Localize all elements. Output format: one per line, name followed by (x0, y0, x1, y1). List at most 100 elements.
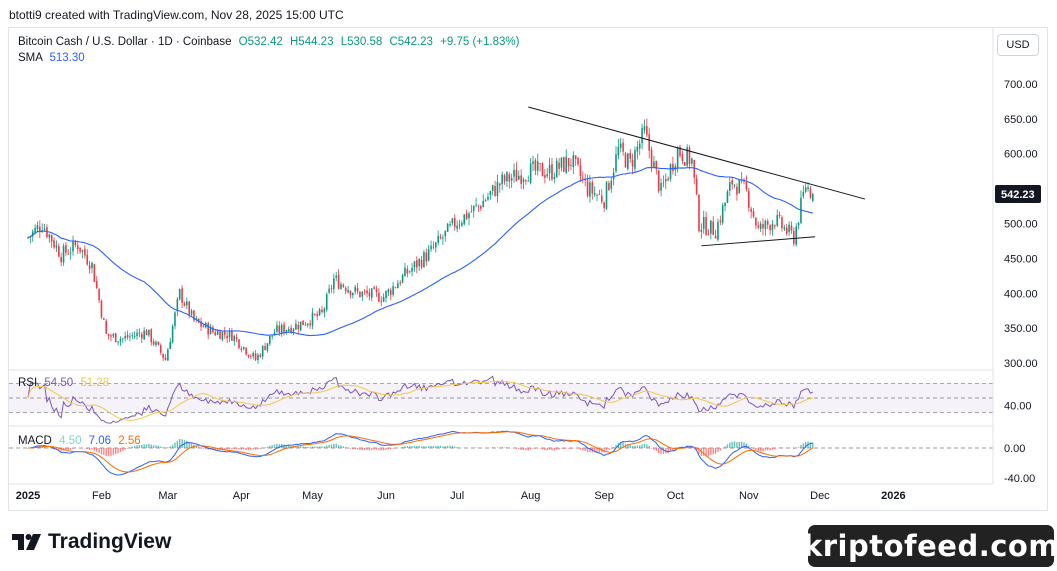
macd-histogram-bar (560, 448, 563, 449)
macd-label: MACD (18, 435, 52, 447)
candle-body (586, 180, 589, 196)
rsi-line (27, 375, 814, 424)
macd-histogram-bar (160, 446, 162, 448)
sma-legend[interactable]: SMA 513.30 (18, 52, 85, 64)
macd-histogram-bar (541, 448, 544, 450)
candle-body (228, 330, 231, 338)
candle-body (31, 231, 34, 237)
candle-body (235, 336, 238, 339)
macd-histogram-bar (506, 447, 508, 448)
candle-body (517, 175, 520, 180)
candle-body (342, 284, 345, 287)
candle-body (413, 261, 416, 268)
macd-histogram-bar (238, 448, 240, 450)
macd-legend[interactable]: MACD 4.50 7.06 2.56 (18, 435, 141, 447)
candle-body (783, 227, 786, 230)
macd-histogram-bar (69, 448, 72, 450)
macd-histogram-bar (596, 448, 598, 453)
candle-body (169, 341, 172, 350)
macd-histogram-bar (406, 446, 409, 448)
candle-body (714, 235, 717, 239)
macd-histogram-bar (245, 448, 247, 450)
macd-signal-value: 2.56 (118, 435, 141, 447)
macd-histogram-bar (176, 440, 179, 448)
macd-histogram-bar (582, 448, 584, 451)
candle-body (757, 225, 760, 228)
time-tick-label: Nov (739, 490, 759, 502)
candle-body (785, 227, 788, 234)
candle-body (499, 183, 501, 186)
candle-body (347, 289, 349, 293)
macd-histogram-bar (551, 448, 553, 451)
candle-body (138, 332, 141, 334)
macd-histogram-bar (93, 448, 96, 451)
candle-body (598, 194, 601, 195)
macd-histogram-bar (584, 448, 586, 452)
macd-histogram-bar (126, 448, 129, 449)
macd-histogram-bar (534, 448, 537, 449)
candle-body (60, 257, 62, 263)
candle-body (539, 163, 541, 165)
candle-body (548, 164, 551, 174)
descending-trendline (528, 106, 866, 200)
candle-body (702, 217, 705, 230)
macd-histogram-bar (605, 448, 608, 451)
macd-histogram-bar (496, 447, 499, 448)
candle-body (439, 236, 442, 239)
candle-body (593, 193, 596, 195)
candle-body (178, 289, 181, 300)
rsi-legend[interactable]: RSI 54.50 51.28 (18, 377, 109, 389)
candle-body (266, 343, 269, 351)
candle-body (693, 160, 696, 178)
time-tick-label: Oct (667, 490, 684, 502)
candle-body (252, 352, 255, 357)
candle-body (122, 338, 124, 340)
macd-histogram-bar (759, 448, 762, 452)
macd-histogram-bar (444, 446, 446, 448)
macd-histogram-bar (662, 448, 665, 454)
currency-button[interactable]: USD (997, 34, 1039, 56)
candle-body (484, 200, 487, 202)
macd-histogram-bar (337, 444, 340, 448)
price-tick-label: 300.00 (1004, 358, 1038, 370)
macd-histogram-bar (451, 445, 454, 448)
candle-body (641, 127, 643, 144)
candle-body (200, 321, 202, 327)
candle-body (278, 325, 281, 333)
macd-histogram-bar (359, 448, 361, 451)
candle-body (375, 289, 378, 292)
macd-histogram-bar (344, 447, 347, 448)
macd-histogram-bar (439, 445, 442, 448)
candle-body (259, 354, 262, 357)
macd-histogram-bar (423, 446, 425, 448)
time-tick-label: Aug (521, 490, 541, 502)
macd-histogram-bar (98, 448, 100, 453)
macd-histogram-bar (655, 448, 658, 451)
candle-body (283, 324, 285, 333)
sma-label: SMA (18, 52, 43, 64)
macd-histogram-bar (800, 444, 802, 448)
candle-body (536, 161, 539, 171)
macd-histogram-bar (710, 448, 712, 455)
macd-histogram-bar (714, 448, 717, 454)
candle-body (660, 182, 662, 191)
candle-body (287, 328, 290, 332)
candle-body (627, 153, 629, 169)
macd-histogram-bar (717, 448, 719, 453)
candle-body (762, 224, 764, 229)
symbol-name[interactable]: Bitcoin Cash / U.S. Dollar · 1D · Coinba… (18, 36, 232, 48)
candle-body (392, 286, 394, 295)
macd-histogram-bar (349, 448, 352, 449)
candle-body (804, 187, 807, 192)
candle-body (629, 152, 632, 159)
chart-frame[interactable] (8, 27, 1048, 511)
candle-body (631, 160, 634, 167)
macd-histogram-bar (269, 445, 271, 448)
macd-histogram-bar (404, 446, 406, 448)
tradingview-logo[interactable]: TradingView (12, 530, 171, 554)
macd-histogram-bar (736, 442, 738, 448)
candle-body (219, 331, 221, 339)
macd-histogram-bar (138, 444, 141, 448)
macd-histogram-bar (252, 448, 254, 450)
